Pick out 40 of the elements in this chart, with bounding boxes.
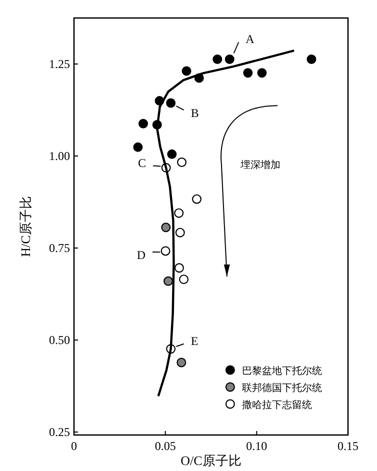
x-tick-label: 0.10 [246,439,268,453]
y-axis-title: H/C原子比 [18,196,33,257]
legend-label: 联邦德国下托尔统 [242,382,322,394]
legend-label: 巴黎盆地下托尔统 [242,365,322,377]
point [161,222,171,232]
point [167,149,177,159]
y-tick-label: 0.25 [49,425,70,440]
point [306,54,316,64]
y-tick-label: 1.25 [49,57,70,72]
point [192,194,202,204]
annotation: C [138,156,146,170]
y-tick-label: 0.75 [49,241,70,256]
point [138,118,148,128]
annotation: 埋深增加 [239,158,280,171]
annotation: E [190,334,198,348]
x-tick-label: 0 [71,439,77,453]
point [176,358,186,368]
y-tick-label: 0.50 [49,333,70,348]
point [182,66,192,76]
x-tick-label: 0.15 [338,439,358,453]
annotation: A [246,32,255,46]
point [212,54,222,64]
point [224,54,234,64]
y-tick-label: 1.00 [49,149,70,164]
point [243,68,253,78]
point [174,208,184,218]
point [133,142,143,152]
x-axis-title: O/C原子比 [180,453,242,468]
point [257,68,267,78]
x-tick-label: 0.05 [154,439,176,453]
legend-label: 撒哈拉下志留统 [242,399,312,411]
annotation: D [136,248,146,262]
point [179,274,189,284]
point [174,263,184,273]
point [160,246,170,256]
point [164,276,174,286]
point [175,228,185,238]
point [166,98,176,108]
point [177,158,187,168]
annotation: B [190,106,199,120]
